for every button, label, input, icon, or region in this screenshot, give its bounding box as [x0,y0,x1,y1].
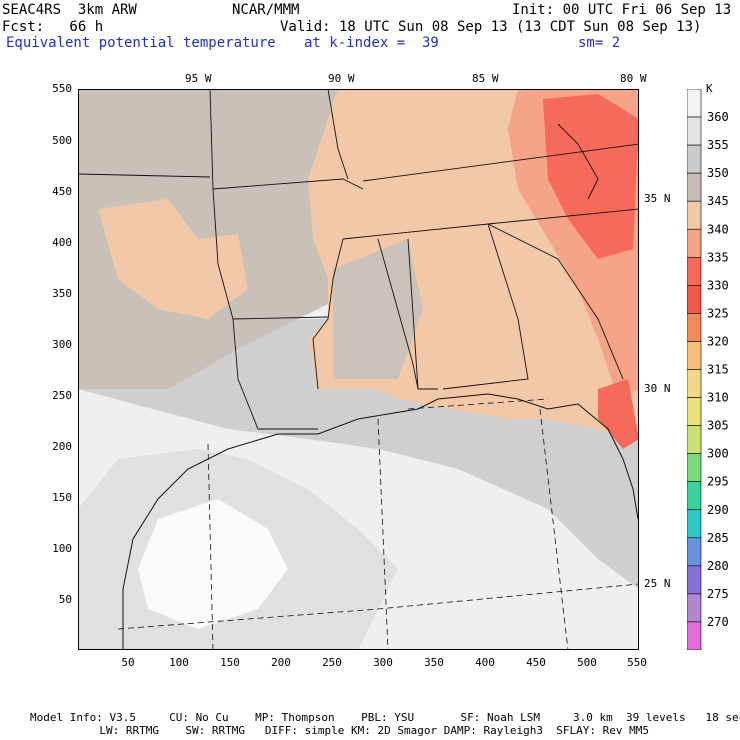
x-tick-450: 450 [526,656,546,669]
colorbar-label: 300 [707,447,729,461]
x-tick-350: 350 [424,656,444,669]
colorbar-swatch [687,397,702,426]
y-tick-150: 150 [52,491,72,504]
field-330-core [543,94,639,259]
lat-label-25n: 25 N [644,577,671,590]
y-tick-300: 300 [52,338,72,351]
colorbar-swatch [687,621,702,650]
colorbar-label: 325 [707,306,729,320]
field-360-patch [138,499,288,629]
x-tick-100: 100 [169,656,189,669]
y-tick-500: 500 [52,134,72,147]
map-plot [78,89,639,650]
colorbar-label: 270 [707,615,729,629]
y-tick-450: 450 [52,185,72,198]
colorbar-label: 350 [707,166,729,180]
y-tick-400: 400 [52,236,72,249]
colorbar-swatch [687,509,702,539]
colorbar-swatch [687,341,702,370]
colorbar-swatch [687,481,702,511]
y-tick-50: 50 [58,593,72,606]
y-tick-350: 350 [52,287,72,300]
colorbar-swatch [687,285,702,314]
lon-label-80w: 80 W [620,72,647,85]
colorbar-label: 310 [707,391,729,405]
colorbar-label: 280 [707,559,729,573]
colorbar-label: 275 [707,587,729,601]
colorbar-label: 360 [707,110,729,124]
forecast-hour: Fcst: 66 h [2,19,104,35]
y-tick-250: 250 [52,389,72,402]
y-tick-100: 100 [52,542,72,555]
colorbar-label: 330 [707,278,729,292]
x-tick-250: 250 [322,656,342,669]
colorbar-swatch [687,313,702,342]
colorbar-swatch [687,537,702,567]
colorbar-label: 355 [707,138,729,152]
valid-time: Valid: 18 UTC Sun 08 Sep 13 (13 CDT Sun … [280,19,702,35]
colorbar-label: 305 [707,419,729,433]
colorbar-label: 345 [707,194,729,208]
colorbar-label: 335 [707,250,729,264]
y-tick-550: 550 [52,82,72,95]
colorbar-label: 340 [707,222,729,236]
lat-lon-grid [117,398,639,650]
colorbar-swatch [687,425,702,454]
colorbar-swatch [687,453,702,482]
field-name: Equivalent potential temperature [6,35,276,51]
init-time: Init: 00 UTC Fri 06 Sep 13 [512,2,732,18]
colorbar-swatch [687,257,702,286]
x-tick-300: 300 [373,656,393,669]
x-tick-500: 500 [577,656,597,669]
colorbar-label: 290 [707,503,729,517]
x-tick-200: 200 [271,656,291,669]
colorbar-label: 315 [707,363,729,377]
colorbar: 360 355 350 345 340 335 330 325 320 315 310 305 300 2… [687,89,729,650]
lon-label-90w: 90 W [328,72,355,85]
center-label: NCAR/MMM [232,2,300,18]
colorbar-label: 320 [707,334,729,348]
field-340-west [98,199,248,319]
colorbar-label: 285 [707,531,729,545]
level-index: at k-index = 39 [304,35,439,51]
field-350-interior [333,239,423,379]
lon-label-85w: 85 W [472,72,499,85]
colorbar-swatch [687,565,702,595]
model-title: SEAC4RS 3km ARW [2,2,137,18]
colorbar-swatch [687,369,702,398]
field-330-florida [598,379,639,449]
footer-physics-info: LW: RRTMG SW: RRTMG DIFF: simple KM: 2D … [0,724,650,737]
x-tick-550: 550 [627,656,647,669]
colorbar-unit: K [706,82,713,95]
colorbar-swatch [687,89,702,118]
colorbar-swatch [687,144,702,174]
colorbar-swatch [687,116,702,146]
gulf-coastline [122,393,639,650]
smoothing: sm= 2 [578,35,621,51]
y-tick-200: 200 [52,440,72,453]
footer-model-info: Model Info: V3.5 CU: No Cu MP: Thompson … [30,711,740,724]
colorbar-swatch [687,172,702,202]
state-boundaries [78,89,639,430]
colorbar-swatch [687,593,702,623]
lat-label-30n: 30 N [644,382,671,395]
colorbar-swatch [687,200,702,230]
x-tick-400: 400 [475,656,495,669]
plot-frame [78,89,639,650]
colorbar-label: 295 [707,475,729,489]
lat-label-35n: 35 N [644,192,671,205]
colorbar-swatch [687,228,702,258]
lon-label-95w: 95 W [185,72,212,85]
x-tick-150: 150 [220,656,240,669]
x-tick-50: 50 [121,656,135,669]
